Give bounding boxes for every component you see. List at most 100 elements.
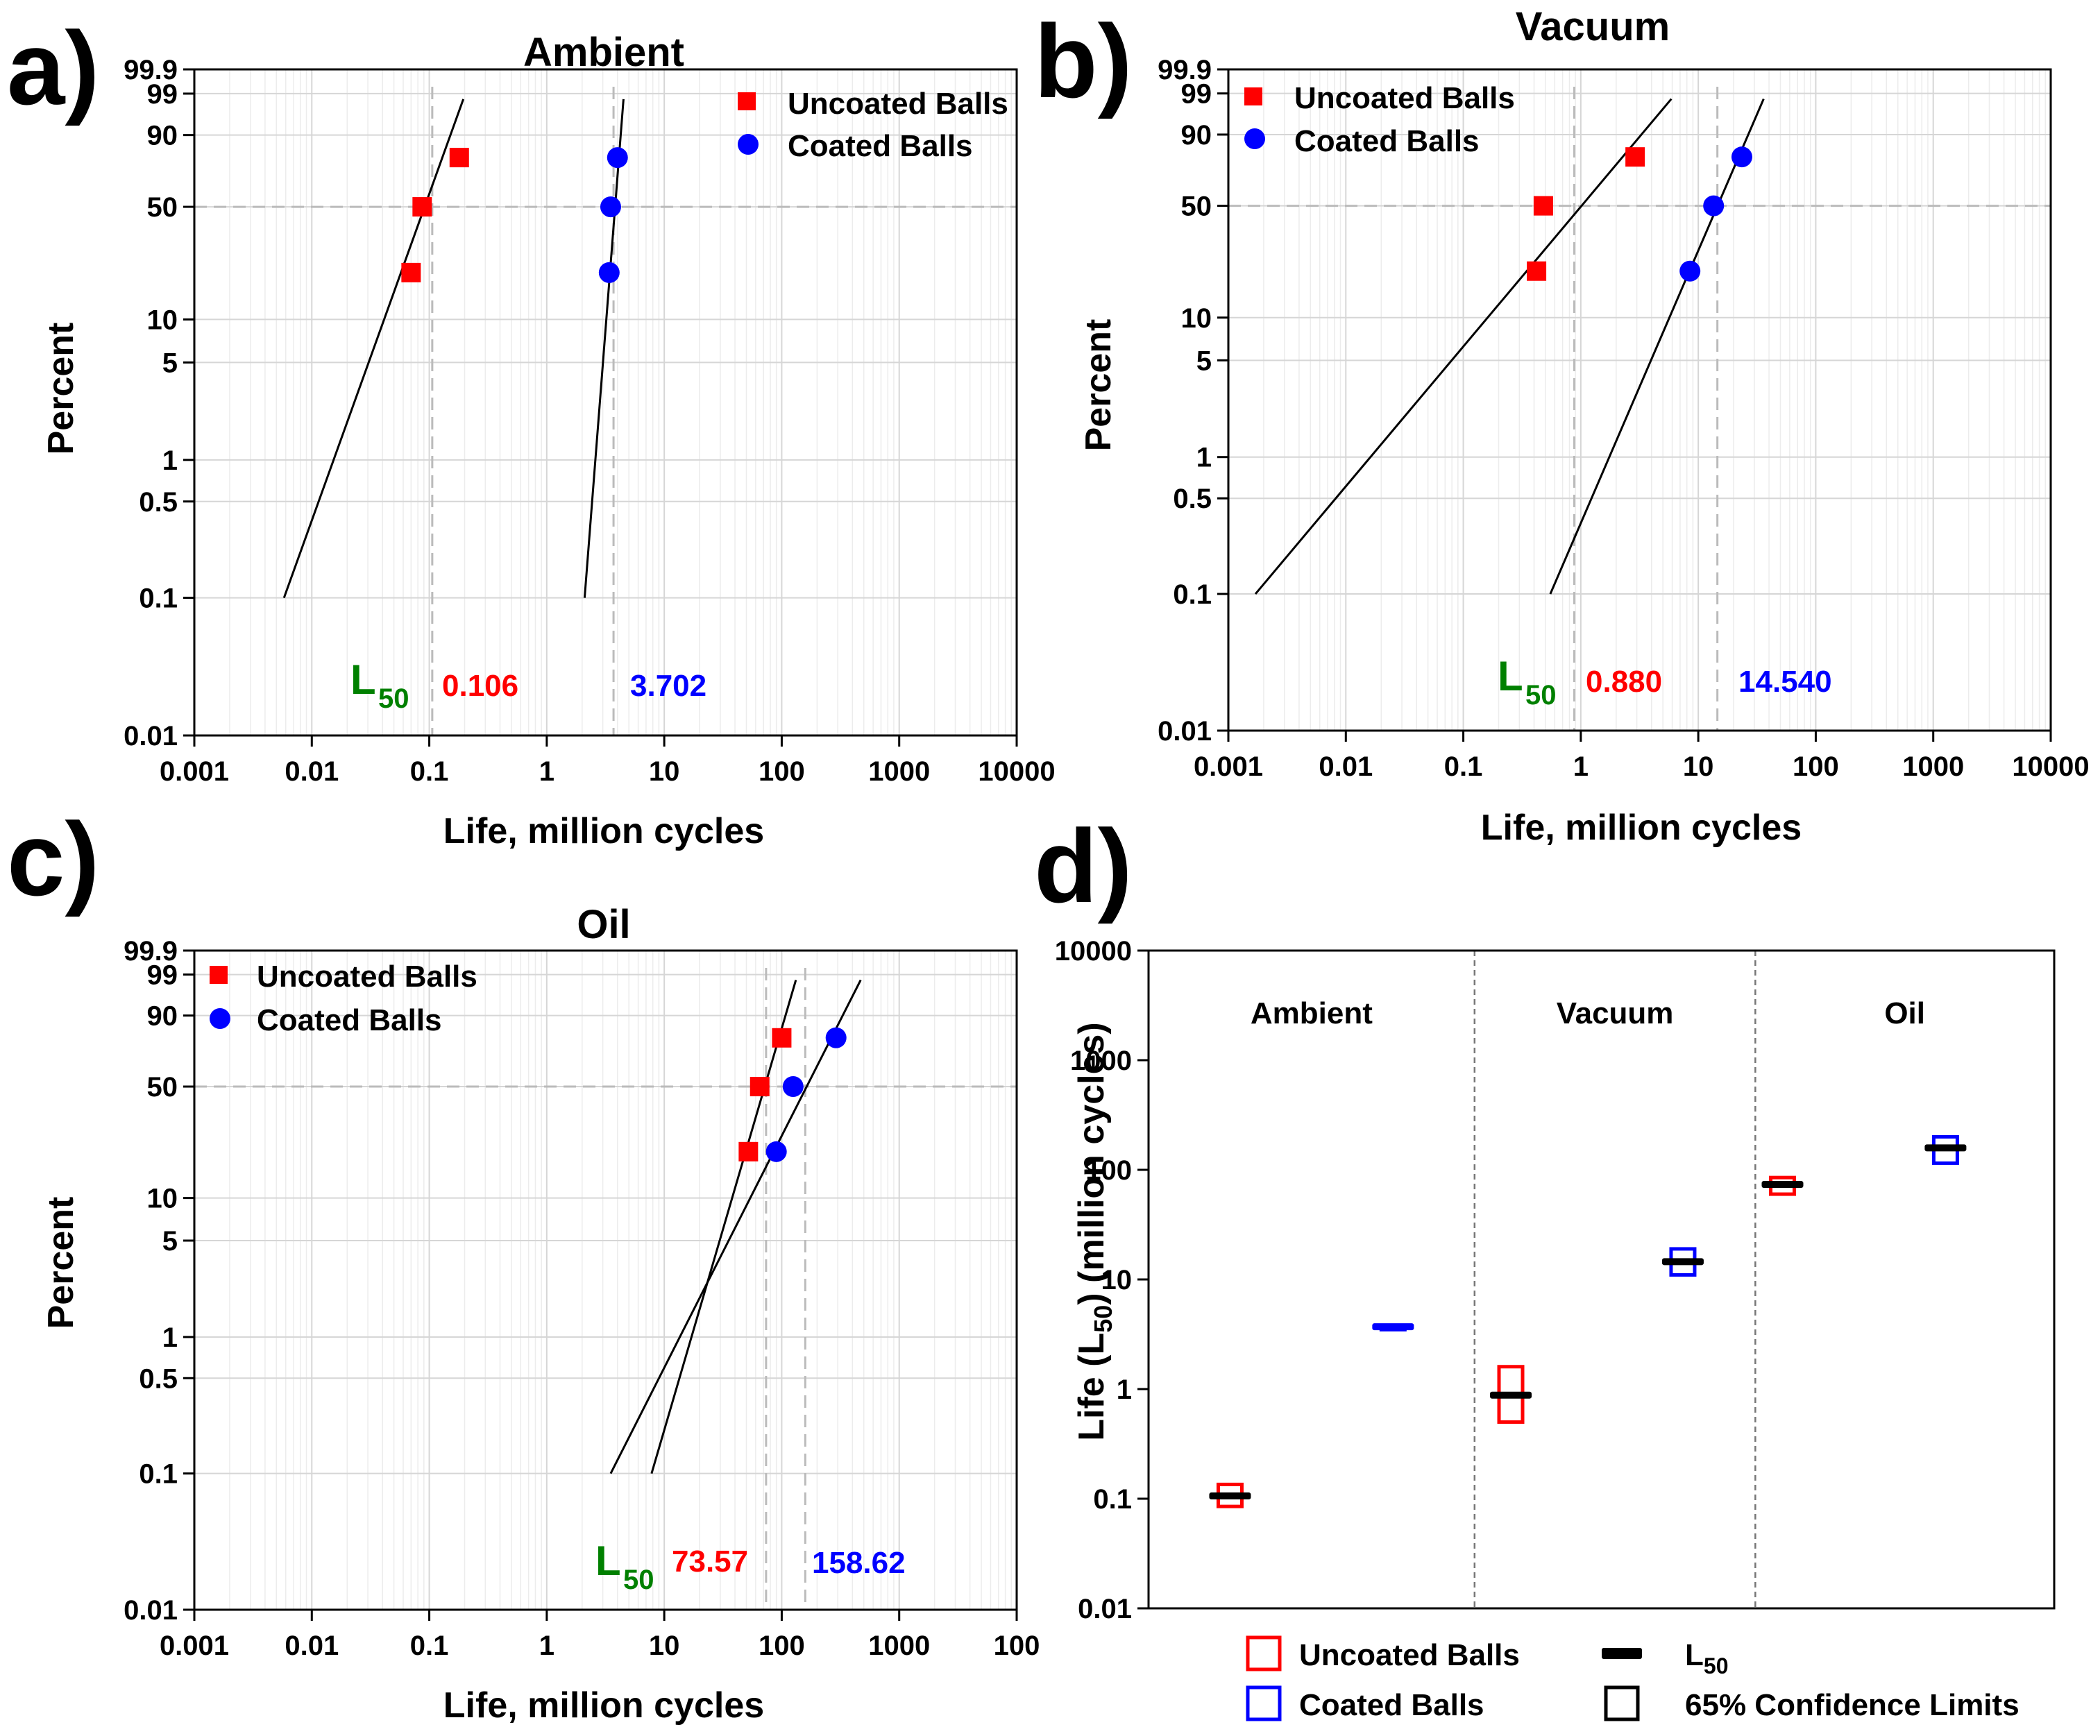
panel-b-uncoated-point [1533, 196, 1553, 216]
panel-c-oil: Oil 0.001 0.01 0.1 1 10 100 1000 100 0.01 0.1 0.5 1… [41, 902, 1040, 1726]
panel-a-frame [193, 68, 1018, 737]
panel-c-ytick-label: 1 [162, 1322, 178, 1353]
panel-c-ytick-label: 0.5 [139, 1363, 178, 1394]
panel-a-legend-uncoated: Uncoated Balls [788, 87, 1008, 121]
panel-c-title: Oil [577, 902, 630, 947]
panel-b-coated-point [1731, 146, 1752, 168]
panel-a-xtick-label: 0.01 [285, 756, 339, 787]
panel-b-xtick-label: 0.1 [1444, 751, 1483, 782]
panel-b-xtick-label: 10 [1683, 751, 1714, 782]
panel-a-l50-coated: 3.702 [630, 669, 706, 703]
panel-b-ytick-label: 0.5 [1173, 484, 1212, 514]
panel-c-frame [193, 949, 1018, 1611]
panel-a-uncoated-point [412, 197, 432, 217]
panel-b-ytick-label: 5 [1196, 346, 1212, 376]
panel-d-plot-area: Ambient Vacuum Oil 0.01 0.1 1 10 100 1000 10000 [1055, 936, 2056, 1624]
panel-c-l50-uncoated: 73.57 [672, 1544, 748, 1578]
panel-d-coated-l50-bar [1924, 1144, 1967, 1152]
panel-a-legend-square-icon [738, 92, 756, 110]
panel-b-coated-fit-line [1549, 98, 1765, 595]
panel-a-title: Ambient [523, 30, 684, 75]
panel-b-ylabel: Percent [1078, 319, 1119, 452]
panel-a-uncoated-fit-line [282, 99, 465, 599]
panel-c-xlabel: Life, million cycles [443, 1685, 764, 1726]
panel-c-legend-square-icon [210, 966, 228, 984]
panel-a-l50-label: L [350, 656, 376, 703]
panel-c-ytick-label: 90 [147, 1001, 178, 1032]
panel-d-group-label: Vacuum [1557, 996, 1674, 1030]
panel-d-uncoated-l50-bar [1490, 1391, 1532, 1399]
panel-d-ylabel: Life (L50) (million cycles) [1072, 1022, 1117, 1440]
panel-b-xlabel: Life, million cycles [1481, 808, 1802, 848]
panel-c-ytick-label: 0.1 [139, 1459, 178, 1490]
panel-c-legend-coated: Coated Balls [257, 1003, 442, 1037]
panel-b-ytick-label: 99.9 [1158, 55, 1212, 85]
panel-d-uncoated-l50-bar [1761, 1181, 1804, 1189]
panel-b-ytick-label: 99 [1181, 79, 1212, 110]
panel-d-legend: Uncoated Balls Coated Balls L50 65% Conf… [1246, 1635, 2019, 1722]
panel-c-xtick-label: 1000 [868, 1631, 930, 1661]
panel-c-coated-fit-line [609, 979, 862, 1474]
panel-d-ytick-label: 10 [1101, 1265, 1133, 1295]
panel-a-ylabel: Percent [41, 323, 81, 455]
panel-c-xtick-label: 100 [994, 1631, 1040, 1661]
panel-c-ytick-label: 5 [162, 1226, 178, 1257]
panel-b-l50-coated: 14.540 [1738, 665, 1832, 699]
panel-d-legend-uncoated: Uncoated Balls [1299, 1638, 1520, 1672]
panel-a-legend-circle-icon [738, 134, 759, 155]
panel-b-coated-point [1679, 260, 1701, 282]
panel-a-xtick-label: 0.001 [160, 756, 229, 787]
panel-c-l50-coated: 158.62 [812, 1546, 906, 1580]
panel-b-plot-area: 0.001 0.01 0.1 1 10 100 1000 10000 0.01 0.1 0.5 1 5 1… [1158, 55, 2089, 782]
panel-b-xtick-label: 10000 [2012, 751, 2089, 782]
panel-d-coated-l50-bar [1661, 1258, 1704, 1266]
panel-label-c: c) [7, 801, 99, 917]
panel-a-legend-coated: Coated Balls [788, 129, 973, 163]
panel-c-plot-area: 0.001 0.01 0.1 1 10 100 1000 1000.010.10.515105… [124, 936, 1040, 1661]
panel-a-xtick-label: 0.1 [410, 756, 449, 787]
panel-c-ytick-label: 50 [147, 1072, 178, 1103]
panel-a-uncoated-point [401, 262, 421, 282]
panel-label-d: d) [1034, 808, 1133, 924]
panel-label-a: a) [7, 10, 99, 126]
panel-b-l50-subscript: 50 [1525, 680, 1557, 710]
panel-c-uncoated-point [750, 1077, 770, 1097]
panel-a-ytick-label: 0.5 [139, 487, 178, 518]
panel-d-ytick-label: 0.01 [1078, 1594, 1132, 1624]
panel-b-ytick-label: 1 [1196, 443, 1212, 473]
panel-c-coated-point [825, 1027, 847, 1048]
panel-d-legend-uncoated-box-icon [1246, 1635, 1282, 1671]
panel-c-xtick-label: 0.001 [160, 1631, 229, 1661]
panel-c-ylabel: Percent [41, 1197, 81, 1329]
panel-b-uncoated-point [1527, 261, 1547, 281]
panel-a-ytick-label: 0.1 [139, 584, 178, 614]
panel-b-legend-circle-icon [1244, 128, 1265, 149]
panel-c-l50-subscript: 50 [623, 1565, 654, 1595]
panel-d-ytick-label: 0.1 [1093, 1484, 1132, 1515]
panel-b-l50-label: L [1498, 653, 1523, 699]
panel-d-ytick-label: 1000 [1070, 1046, 1132, 1076]
panel-c-uncoated-fit-line [650, 980, 797, 1474]
panel-b-ytick-label: 90 [1181, 120, 1212, 151]
panel-a-ytick-label: 50 [147, 192, 178, 223]
panel-c-xtick-label: 0.01 [285, 1631, 339, 1661]
panel-a-legend: Uncoated Balls Coated Balls [738, 87, 1008, 163]
panel-c-xtick-label: 100 [759, 1631, 805, 1661]
panel-b-xtick-label: 0.01 [1319, 751, 1373, 782]
panel-a-ytick-label: 10 [147, 305, 178, 335]
panel-d-legend-l50-bar-icon [1602, 1648, 1642, 1659]
panel-d-legend-l50: L50 [1685, 1638, 1728, 1678]
panel-c-xtick-label: 1 [539, 1631, 554, 1661]
panel-d-legend-coated-box-icon [1246, 1685, 1282, 1721]
panel-b-legend-square-icon [1244, 87, 1262, 105]
panel-c-uncoated-point [738, 1141, 759, 1161]
panel-d-group-label: Ambient [1251, 996, 1373, 1030]
panel-d-legend-ci-box-icon [1604, 1685, 1640, 1721]
panel-c-ytick-label: 99 [147, 960, 178, 991]
panel-c-uncoated-point [772, 1028, 792, 1048]
panel-a-plot-area: 0.001 0.01 0.1 1 10 100 1000 10000 0.01 0.1 0.5 1 5 1… [124, 55, 1055, 787]
panel-b-l50-uncoated: 0.880 [1586, 665, 1662, 699]
panel-b-ytick-label: 0.01 [1158, 716, 1212, 747]
panel-a-xtick-label: 1000 [868, 756, 930, 787]
